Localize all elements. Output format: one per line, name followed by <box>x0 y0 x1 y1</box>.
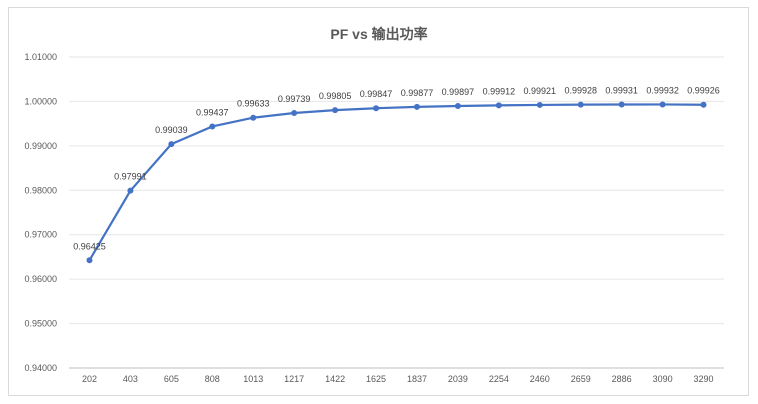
data-label: 0.99805 <box>319 91 352 101</box>
data-point <box>454 103 461 110</box>
gridlines <box>69 56 724 369</box>
y-tick-label: 0.96000 <box>24 274 57 284</box>
data-label: 0.99926 <box>687 86 720 96</box>
x-tick-label: 1837 <box>407 374 427 384</box>
data-label: 0.99437 <box>196 107 229 117</box>
x-tick-label: 1013 <box>243 374 263 384</box>
data-label: 0.99932 <box>646 85 679 95</box>
data-points <box>86 101 707 264</box>
y-tick-label: 0.95000 <box>24 319 57 329</box>
series-line-pf <box>88 103 704 261</box>
data-point <box>495 102 502 109</box>
data-point <box>291 110 298 117</box>
data-point <box>168 141 175 148</box>
x-tick-label: 1625 <box>366 374 386 384</box>
x-tick-label: 403 <box>123 374 138 384</box>
x-tick-label: 1422 <box>325 374 345 384</box>
data-label: 0.99897 <box>442 87 475 97</box>
data-point <box>127 187 134 194</box>
data-label: 0.96425 <box>73 241 106 251</box>
y-tick-label: 0.97000 <box>24 230 57 240</box>
data-label: 0.99847 <box>360 89 393 99</box>
data-point <box>373 105 380 112</box>
data-label: 0.99931 <box>605 85 638 95</box>
data-label: 0.99912 <box>483 86 516 96</box>
x-tick-label: 605 <box>164 374 179 384</box>
data-point <box>332 107 339 114</box>
data-label: 0.99928 <box>564 86 597 96</box>
x-tick-label: 3090 <box>653 374 673 384</box>
data-label: 0.99633 <box>237 99 270 109</box>
data-point <box>618 101 625 108</box>
data-labels: 0.96425 0.97991 0.99039 0.99437 0.99633 0.997… <box>73 85 720 251</box>
data-point <box>577 101 584 108</box>
x-tick-label: 202 <box>82 374 97 384</box>
data-label: 0.99877 <box>401 88 434 98</box>
data-point <box>659 101 666 108</box>
data-point <box>536 101 543 108</box>
y-tick-label: 1.00000 <box>24 96 57 106</box>
chart-title: PF vs 输出功率 <box>330 26 427 42</box>
chart-svg: PF vs 输出功率 0.940000.950000.960000.970000… <box>24 26 724 384</box>
data-point <box>413 103 420 110</box>
data-point <box>209 123 216 130</box>
x-tick-label: 2886 <box>612 374 632 384</box>
x-tick-label: 2659 <box>571 374 591 384</box>
y-tick-label: 0.98000 <box>24 185 57 195</box>
data-label: 0.99739 <box>278 94 311 104</box>
data-label: 0.99921 <box>524 86 557 96</box>
y-axis-ticks: 0.94000 0.95000 0.96000 0.97000 0.98000 0.990… <box>24 52 57 373</box>
x-tick-label: 2460 <box>530 374 550 384</box>
data-label: 0.97991 <box>114 172 147 182</box>
x-axis-ticks: 202 403 605 808 1013 1217 1422 1625 1837 2039 2254… <box>82 374 714 384</box>
x-tick-label: 808 <box>205 374 220 384</box>
x-tick-label: 2039 <box>448 374 468 384</box>
x-tick-label: 3290 <box>694 374 714 384</box>
chart-frame: PF vs 输出功率 0.94000 0.95000 0.96000 0.97000 0… <box>8 7 749 396</box>
x-tick-label: 1217 <box>284 374 304 384</box>
y-tick-label: 0.99000 <box>24 141 57 151</box>
data-point <box>86 257 93 264</box>
y-tick-label: 0.94000 <box>24 363 57 373</box>
data-point <box>250 114 257 121</box>
y-tick-label: 1.01000 <box>24 52 57 62</box>
data-label: 0.99039 <box>155 125 188 135</box>
data-point <box>700 101 707 108</box>
x-tick-label: 2254 <box>489 374 509 384</box>
